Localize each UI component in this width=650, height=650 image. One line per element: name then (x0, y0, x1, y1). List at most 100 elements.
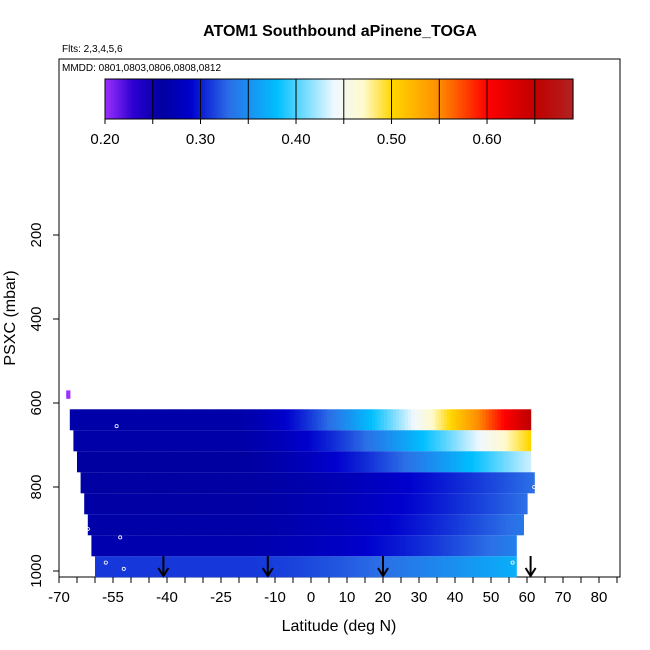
heat-cell (219, 409, 223, 431)
heat-cell (354, 535, 359, 557)
heat-cell (334, 514, 338, 536)
colorbar-step (183, 79, 186, 119)
colorbar-step (343, 79, 346, 119)
heat-cell (263, 451, 267, 473)
heat-cell (178, 535, 182, 557)
heat-cell (221, 451, 225, 473)
heat-cell (235, 430, 240, 452)
heat-cell (160, 430, 165, 452)
heat-cell (260, 493, 265, 515)
heat-cell (347, 451, 351, 473)
heat-cell (93, 493, 97, 515)
heat-cell (431, 430, 435, 452)
heat-cell (104, 556, 108, 578)
heat-cell (487, 514, 491, 536)
heat-cell (382, 514, 386, 536)
heat-cell (341, 451, 345, 473)
colorbar-step (113, 79, 116, 119)
colorbar-step (131, 79, 134, 119)
heat-cell (284, 556, 289, 578)
heat-cell (450, 472, 454, 494)
heat-cell (191, 556, 195, 578)
heat-cell (76, 430, 81, 452)
heat-cell (273, 535, 278, 557)
heat-cell (305, 451, 309, 473)
heat-cell (425, 430, 429, 452)
heat-cell (522, 472, 526, 494)
heat-cell (348, 535, 353, 557)
heat-cell (280, 430, 285, 452)
heat-cell (467, 451, 472, 473)
heat-cell (168, 409, 173, 431)
heat-cell (245, 556, 250, 578)
heat-cell (432, 535, 437, 557)
heat-cell (404, 409, 409, 431)
heat-cell (109, 430, 114, 452)
heat-cell (330, 535, 335, 557)
colorbar-step (157, 79, 160, 119)
heat-cell (238, 514, 242, 536)
heat-cell (132, 409, 137, 431)
colorbar-step (485, 79, 488, 119)
heat-cell (413, 556, 418, 578)
heat-cell (365, 472, 370, 494)
heat-cell (131, 451, 135, 473)
heat-cell (355, 514, 359, 536)
heat-cell (272, 493, 277, 515)
heat-cell (106, 430, 111, 452)
heat-cell (145, 430, 150, 452)
heat-cell (143, 472, 148, 494)
heat-cell (512, 430, 517, 452)
heat-cell (416, 556, 421, 578)
heat-cell (150, 493, 154, 515)
heat-cell (446, 409, 451, 431)
heat-cell (239, 472, 244, 494)
heat-cell (121, 430, 126, 452)
heat-cell (96, 514, 101, 536)
heat-cell (437, 556, 442, 578)
colorbar-step (491, 79, 494, 119)
heat-cell (154, 430, 159, 452)
colorbar-step (489, 79, 492, 119)
heat-cell (365, 430, 369, 452)
colorbar-step (381, 79, 384, 119)
heat-cell (253, 430, 258, 452)
colorbar-step (473, 79, 476, 119)
heat-cell (342, 409, 346, 431)
heat-cell (302, 556, 307, 578)
heat-cell (173, 556, 177, 578)
heat-cell (189, 409, 194, 431)
heat-cell (377, 472, 382, 494)
heat-cell (115, 535, 119, 557)
heat-cell (368, 430, 372, 452)
heat-cell (247, 514, 251, 536)
colorbar-step (447, 79, 450, 119)
heat-cell (315, 409, 319, 431)
heat-cell (456, 535, 460, 557)
heat-cell (114, 409, 119, 431)
colorbar-step (515, 79, 518, 119)
heat-cell (87, 514, 92, 536)
heat-cell (404, 430, 408, 452)
heat-cell (389, 451, 394, 473)
heat-cell (177, 514, 182, 536)
heat-cell (91, 430, 96, 452)
heat-cell (146, 472, 151, 494)
heat-cell (289, 514, 293, 536)
heat-cell (313, 514, 317, 536)
heat-cell (212, 472, 217, 494)
heat-cell (502, 514, 506, 536)
heat-cell (465, 535, 469, 557)
colorbar-step (413, 79, 416, 119)
colorbar-step (317, 79, 320, 119)
heat-cell (104, 472, 109, 494)
heat-cell (240, 535, 245, 557)
heat-cell (136, 430, 141, 452)
heat-cell (473, 451, 478, 473)
heat-cell (453, 556, 457, 578)
heat-cell (485, 493, 489, 515)
heat-cell (386, 556, 391, 578)
heat-cell (110, 451, 114, 473)
heat-cell (517, 514, 521, 536)
heat-cell (518, 409, 523, 431)
